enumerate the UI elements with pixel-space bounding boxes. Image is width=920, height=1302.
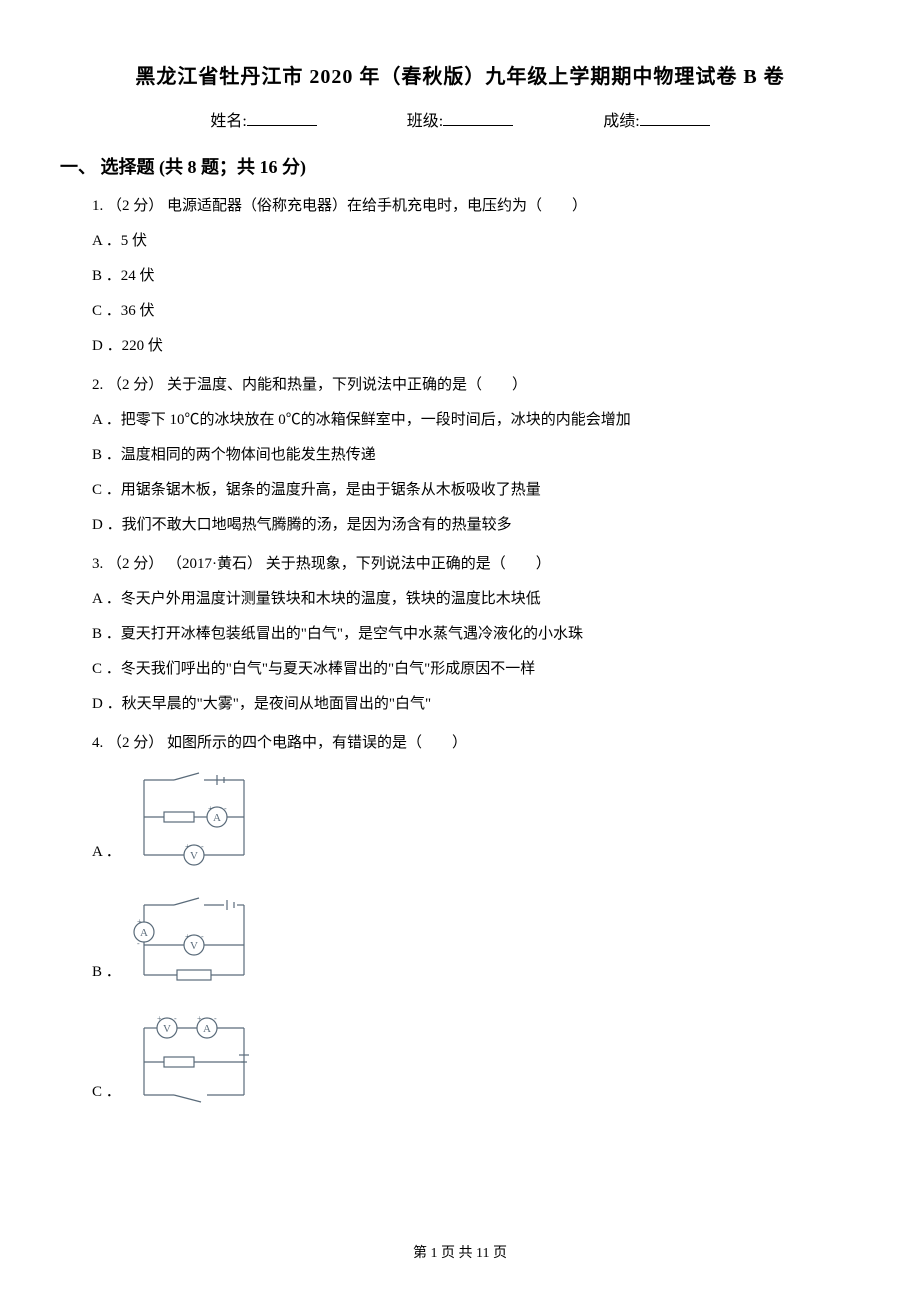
svg-text:+: + (137, 917, 142, 926)
class-label: 班级: (407, 107, 443, 131)
q2-option-a: A ．把零下 10℃的冰块放在 0℃的冰箱保鲜室中，一段时间后，冰块的内能会增加 (92, 407, 860, 434)
circuit-diagram-b: A + - V + - (129, 890, 259, 990)
q4-option-c: C ． V + - A + - (92, 1010, 860, 1110)
section-header: 一、 选择题 (共 8 题；共 16 分) (60, 153, 860, 179)
svg-text:-: - (174, 1014, 177, 1023)
q4-optC-label: C ． (92, 1079, 121, 1110)
name-label: 姓名: (210, 107, 246, 131)
q3-points: （2 分） (107, 556, 163, 572)
q2-option-b: B ．温度相同的两个物体间也能发生热传递 (92, 442, 860, 469)
svg-text:-: - (214, 1014, 217, 1023)
q4-num: 4. (92, 735, 103, 751)
q1-num: 1. (92, 198, 103, 214)
svg-text:+: + (157, 1014, 162, 1023)
score-label: 成绩: (603, 107, 639, 131)
svg-text:V: V (190, 940, 198, 952)
name-field: 姓名: (210, 107, 316, 131)
q2-option-d: D ．我们不敢大口地喝热气腾腾的汤，是因为汤含有的热量较多 (92, 512, 860, 539)
q3-option-b: B ．夏天打开冰棒包装纸冒出的"白气"，是空气中水蒸气遇冷液化的小水珠 (92, 621, 860, 648)
svg-text:V: V (163, 1023, 171, 1035)
question-4: 4. （2 分） 如图所示的四个电路中，有错误的是（ ） A ． (92, 730, 860, 1110)
svg-text:-: - (137, 939, 140, 948)
question-1-stem: 1. （2 分） 电源适配器（俗称充电器）在给手机充电时，电压约为（ ） (92, 193, 860, 220)
q2-num: 2. (92, 377, 103, 393)
svg-text:V: V (190, 850, 198, 862)
q4-optB-label: B ． (92, 959, 121, 990)
question-1: 1. （2 分） 电源适配器（俗称充电器）在给手机充电时，电压约为（ ） A ．… (92, 193, 860, 360)
section-number: 一、 (60, 157, 96, 177)
q3-option-d: D ．秋天早晨的"大雾"，是夜间从地面冒出的"白气" (92, 691, 860, 718)
svg-text:A: A (140, 927, 148, 939)
svg-text:-: - (201, 932, 204, 941)
q4-option-a: A ． A (92, 765, 860, 870)
q3-text: 关于热现象，下列说法中正确的是（ ） (266, 556, 551, 572)
svg-text:-: - (224, 804, 227, 813)
svg-text:+: + (185, 842, 190, 851)
q1-option-c: C ．36 伏 (92, 298, 860, 325)
class-underline (443, 108, 513, 126)
class-field: 班级: (407, 107, 513, 131)
score-field: 成绩: (603, 107, 709, 131)
info-row: 姓名: 班级: 成绩: (60, 107, 860, 131)
q2-text: 关于温度、内能和热量，下列说法中正确的是（ ） (167, 377, 527, 393)
svg-text:A: A (213, 812, 221, 824)
q2-points: （2 分） (107, 377, 163, 393)
svg-text:+: + (197, 1014, 202, 1023)
svg-text:+: + (208, 804, 213, 813)
q3-source: （2017·黄石） (167, 556, 262, 572)
q3-option-c: C ．冬天我们呼出的"白气"与夏天冰棒冒出的"白气"形成原因不一样 (92, 656, 860, 683)
svg-text:-: - (201, 842, 204, 851)
q1-option-a: A ．5 伏 (92, 228, 860, 255)
score-underline (640, 108, 710, 126)
svg-text:A: A (203, 1023, 211, 1035)
question-4-stem: 4. （2 分） 如图所示的四个电路中，有错误的是（ ） (92, 730, 860, 757)
section-title: 选择题 (共 8 题；共 16 分) (101, 157, 307, 177)
q3-num: 3. (92, 556, 103, 572)
circuit-diagram-c: V + - A + - (129, 1010, 259, 1110)
q1-points: （2 分） (107, 198, 163, 214)
q1-text: 电源适配器（俗称充电器）在给手机充电时，电压约为（ ） (167, 198, 587, 214)
q4-text: 如图所示的四个电路中，有错误的是（ ） (167, 735, 467, 751)
name-underline (247, 108, 317, 126)
q4-option-b: B ． A + - (92, 890, 860, 990)
q3-option-a: A ．冬天户外用温度计测量铁块和木块的温度，铁块的温度比木块低 (92, 586, 860, 613)
q2-option-c: C ．用锯条锯木板，锯条的温度升高，是由于锯条从木板吸收了热量 (92, 477, 860, 504)
svg-text:+: + (185, 932, 190, 941)
circuit-diagram-a: A + - V + - (129, 765, 259, 870)
q1-option-d: D ．220 伏 (92, 333, 860, 360)
question-2-stem: 2. （2 分） 关于温度、内能和热量，下列说法中正确的是（ ） (92, 372, 860, 399)
question-2: 2. （2 分） 关于温度、内能和热量，下列说法中正确的是（ ） A ．把零下 … (92, 372, 860, 539)
question-3: 3. （2 分） （2017·黄石） 关于热现象，下列说法中正确的是（ ） A … (92, 551, 860, 718)
exam-title: 黑龙江省牡丹江市 2020 年（春秋版）九年级上学期期中物理试卷 B 卷 (60, 60, 860, 89)
page-footer: 第 1 页 共 11 页 (0, 1242, 920, 1262)
q1-option-b: B ．24 伏 (92, 263, 860, 290)
q4-optA-label: A ． (92, 839, 121, 870)
question-3-stem: 3. （2 分） （2017·黄石） 关于热现象，下列说法中正确的是（ ） (92, 551, 860, 578)
q4-points: （2 分） (107, 735, 163, 751)
